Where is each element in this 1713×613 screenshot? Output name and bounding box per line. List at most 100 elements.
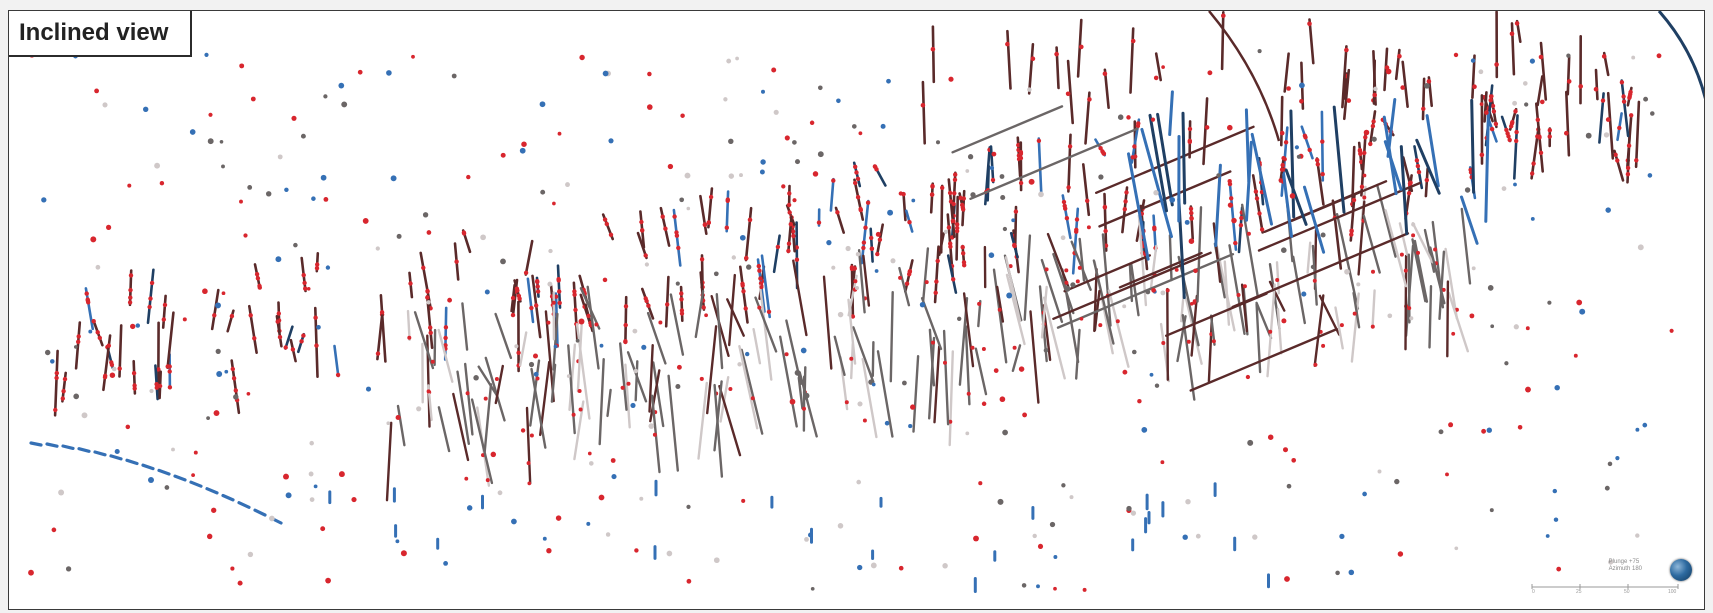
sample-marker (1315, 157, 1320, 163)
sample-marker (1371, 136, 1377, 142)
sample-marker (555, 515, 562, 521)
drillhole-trace (1181, 314, 1196, 401)
sample-marker (94, 88, 100, 94)
sample-marker (396, 233, 402, 239)
sample-marker (61, 389, 66, 394)
sample-marker (206, 416, 210, 420)
sample-marker (800, 347, 807, 354)
sample-marker (1604, 485, 1610, 491)
globe-icon[interactable] (1670, 559, 1692, 581)
sample-marker (750, 396, 755, 401)
drillhole-trace (253, 508, 267, 517)
sample-marker (850, 314, 856, 319)
sample-marker (149, 388, 154, 394)
sample-marker (978, 481, 983, 486)
drillhole-scene[interactable] (9, 11, 1705, 610)
sample-marker (84, 291, 89, 296)
sample-marker (54, 370, 59, 376)
sample-marker (786, 248, 791, 254)
sample-marker (586, 521, 591, 526)
sample-marker (494, 377, 499, 381)
sample-marker (54, 375, 59, 381)
sample-marker (632, 328, 638, 334)
sample-marker (789, 398, 796, 405)
drillhole-trace (1415, 138, 1441, 195)
drillhole-trace (1164, 292, 1268, 337)
3d-viewport[interactable]: Inclined view Plunge +75 Azimuth 180 0 2… (8, 10, 1705, 610)
sample-marker (1310, 264, 1316, 270)
drillhole-trace (852, 326, 875, 384)
orientation-line-1: Plunge +75 (1608, 559, 1640, 565)
sample-marker (293, 242, 298, 248)
sample-marker (1227, 202, 1234, 208)
sample-marker (1573, 353, 1578, 358)
drillhole-trace (758, 284, 773, 381)
sample-marker (443, 343, 448, 348)
sample-marker (1182, 534, 1188, 540)
sample-marker (1377, 469, 1382, 474)
sample-marker (219, 139, 224, 144)
sample-marker (128, 295, 133, 300)
sample-marker (869, 246, 875, 251)
drillhole-trace (928, 328, 936, 387)
sample-marker (395, 539, 400, 544)
sample-marker (810, 586, 815, 591)
sample-marker (527, 481, 532, 486)
drillhole-trace (1371, 289, 1376, 329)
sample-marker (1531, 161, 1536, 166)
sample-marker (535, 279, 540, 285)
sample-marker (863, 225, 868, 230)
scale-tick-0: 0 (1532, 589, 1535, 593)
sample-marker (886, 78, 891, 84)
sample-marker (1407, 306, 1412, 311)
sample-marker (1036, 584, 1040, 589)
sample-marker (1307, 147, 1312, 153)
drillhole-trace (648, 344, 654, 413)
sample-marker (556, 278, 561, 283)
drillhole-trace (1413, 239, 1429, 303)
sample-marker (786, 202, 792, 208)
sample-marker (1605, 117, 1611, 122)
sample-marker (1607, 461, 1613, 467)
sample-marker (1126, 505, 1132, 512)
sample-marker (699, 376, 704, 381)
sample-marker (1320, 172, 1325, 177)
sample-marker (257, 283, 262, 289)
sample-marker (598, 494, 605, 501)
sample-marker (1605, 207, 1611, 213)
sample-marker (953, 172, 958, 177)
sample-marker (157, 383, 163, 389)
drillhole-trace (1352, 291, 1361, 329)
sample-marker (1547, 128, 1553, 133)
sample-marker (854, 285, 860, 291)
sample-marker (1299, 99, 1304, 104)
drillhole-trace (1282, 173, 1293, 238)
sample-marker (701, 305, 706, 310)
sample-marker (948, 419, 953, 424)
sample-marker (254, 272, 260, 277)
drillhole-trace (552, 312, 559, 371)
sample-marker (1130, 510, 1137, 516)
drillhole-trace (697, 381, 708, 460)
sample-marker (125, 424, 131, 430)
sample-marker (950, 218, 956, 224)
sample-marker (1490, 103, 1496, 109)
sample-marker (794, 159, 801, 165)
sample-marker (167, 369, 172, 374)
sample-marker (676, 245, 681, 251)
sample-marker (930, 183, 935, 189)
sample-marker (1043, 348, 1049, 353)
sample-marker (206, 533, 213, 540)
sample-marker (277, 334, 283, 340)
sample-marker (1556, 566, 1562, 572)
sample-marker (60, 396, 65, 401)
sample-marker (1231, 217, 1237, 224)
sample-marker (981, 347, 986, 351)
drillhole-trace (74, 321, 82, 370)
sample-marker (447, 297, 452, 303)
sample-marker (1061, 483, 1066, 488)
sample-marker (870, 562, 877, 569)
sample-marker (1593, 86, 1599, 92)
sample-marker (1246, 231, 1251, 236)
sample-marker (676, 364, 682, 370)
